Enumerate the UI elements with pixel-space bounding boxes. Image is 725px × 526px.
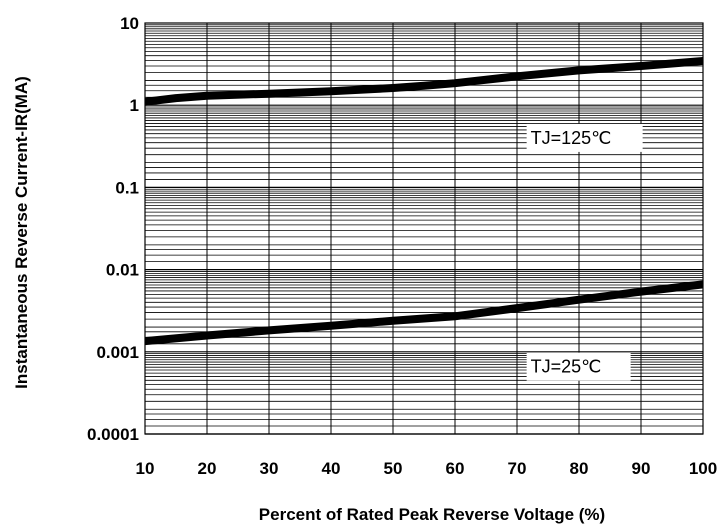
series-line-1	[144, 280, 704, 346]
x-tick-label: 80	[570, 459, 589, 478]
y-tick-label: 10	[120, 14, 139, 33]
y-tick-label: 0.001	[96, 343, 139, 362]
x-tick-label: 90	[632, 459, 651, 478]
y-axis-title: Instantaneous Reverse Current-IR(MA)	[12, 76, 31, 389]
y-tick-label: 1	[130, 96, 139, 115]
series-line-0	[144, 57, 704, 106]
x-tick-label: 40	[322, 459, 341, 478]
x-tick-label: 20	[198, 459, 217, 478]
y-tick-labels: 10 1 0.1 0.01 0.001 0.0001	[87, 14, 139, 444]
plot-frame	[144, 22, 704, 435]
x-tick-label: 70	[508, 459, 527, 478]
annotation-tj125: TJ=125℃	[526, 123, 643, 152]
annotation-tj25: TJ=25℃	[526, 352, 631, 381]
x-axis-title: Percent of Rated Peak Reverse Voltage (%…	[259, 505, 605, 524]
x-tick-labels: 10 20 30 40 50 60 70 80 90 100	[136, 459, 718, 478]
x-tick-label: 100	[689, 459, 717, 478]
series-lines	[144, 57, 704, 346]
x-tick-label: 60	[446, 459, 465, 478]
x-tick-label: 30	[260, 459, 279, 478]
annotation-tj25-label: TJ=25℃	[531, 357, 602, 377]
y-tick-label: 0.01	[106, 261, 139, 280]
y-tick-label: 0.0001	[87, 425, 139, 444]
x-tick-label: 10	[136, 459, 155, 478]
annotation-tj125-label: TJ=125℃	[531, 128, 612, 148]
y-tick-label: 0.1	[115, 178, 139, 197]
x-tick-label: 50	[384, 459, 403, 478]
